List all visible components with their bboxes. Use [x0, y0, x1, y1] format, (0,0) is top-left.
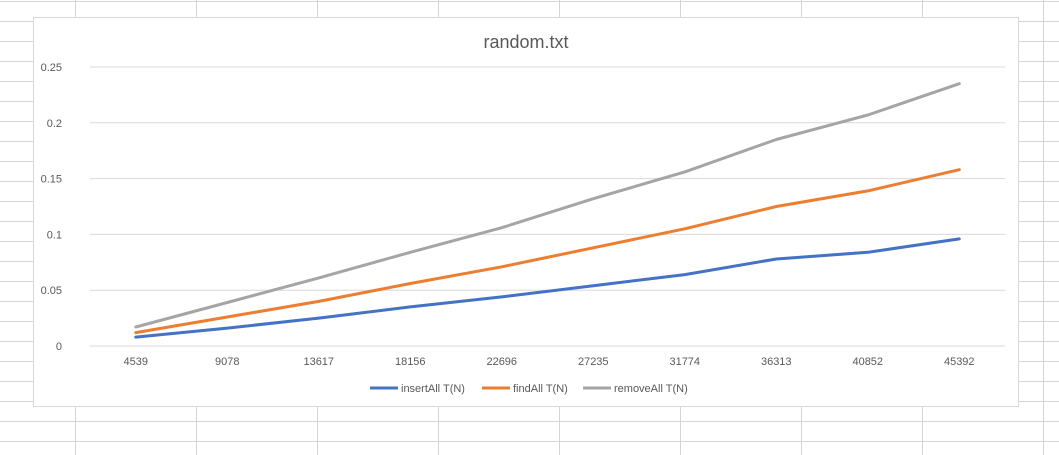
x-tick-label: 9078	[215, 356, 239, 368]
legend-label: insertAll T(N)	[401, 383, 465, 395]
x-tick-label: 22696	[486, 356, 517, 368]
gridlines	[90, 66, 1005, 347]
x-tick-label: 27235	[578, 356, 609, 368]
x-axis-ticks: 4539 9078 13617 18156 22696 27235 31774 36313 40…	[124, 356, 975, 368]
x-tick-label: 31774	[669, 356, 700, 368]
y-tick-label: 0.05	[41, 285, 62, 297]
x-tick-label: 4539	[124, 356, 148, 368]
x-tick-label: 13617	[303, 356, 334, 368]
y-tick-label: 0.15	[41, 174, 62, 186]
x-tick-label: 45392	[944, 356, 975, 368]
chart-area[interactable]	[33, 17, 1019, 407]
y-tick-label: 0.1	[47, 229, 62, 241]
legend: insertAll T(N) findAll T(N) removeAll T(N)	[370, 383, 688, 395]
x-tick-label: 36313	[761, 356, 792, 368]
series-lines	[134, 82, 961, 339]
legend-label: removeAll T(N)	[614, 383, 688, 395]
series-line-2[interactable]	[134, 82, 961, 329]
chart-title: random.txt	[483, 32, 568, 52]
legend-label: findAll T(N)	[513, 383, 568, 395]
x-tick-label: 40852	[852, 356, 883, 368]
y-tick-label: 0.2	[47, 118, 62, 130]
series-line-1[interactable]	[134, 168, 961, 335]
y-axis-ticks: 0 0.05 0.1 0.15 0.2 0.25	[41, 62, 62, 353]
y-tick-label: 0.25	[41, 62, 62, 74]
x-tick-label: 18156	[395, 356, 426, 368]
y-tick-label: 0	[56, 341, 62, 353]
series-line-0[interactable]	[134, 237, 961, 339]
